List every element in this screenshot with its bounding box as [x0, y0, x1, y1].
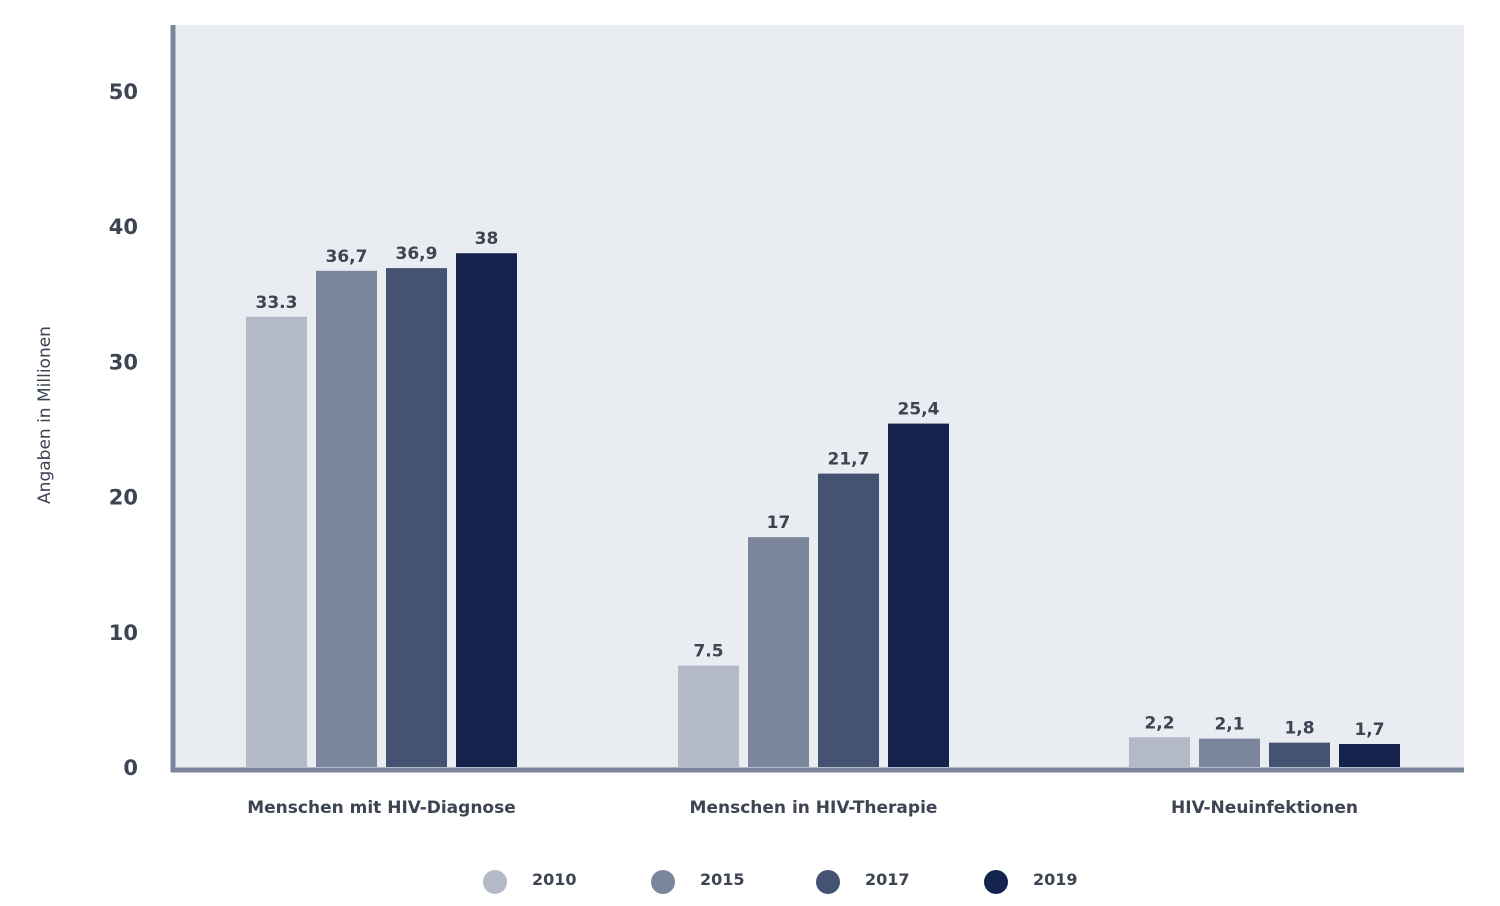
data-labels-group: 33.3 36,7 36,9 38 7.5 17 21,7 25,4 2,2 2,1 1,8 1,7	[256, 229, 1385, 740]
data-label: 2,1	[1214, 715, 1244, 735]
y-tick-label: 50	[109, 80, 138, 104]
bars-group	[246, 253, 1400, 768]
bar	[246, 316, 307, 767]
legend: 2010 2015 2017 2019	[483, 870, 1078, 894]
legend-label: 2015	[700, 870, 745, 889]
legend-swatch	[816, 870, 840, 894]
data-label: 38	[475, 229, 499, 249]
bar	[456, 253, 517, 768]
y-tick-label: 30	[109, 350, 138, 374]
data-label: 33.3	[256, 293, 298, 313]
data-label: 2,2	[1144, 713, 1174, 733]
legend-item: 2010	[483, 870, 577, 894]
y-tick-label: 10	[109, 621, 138, 645]
category-label: Menschen mit HIV-Diagnose	[247, 798, 516, 818]
legend-swatch	[651, 870, 675, 894]
bar	[1339, 744, 1400, 767]
bar	[1199, 738, 1260, 767]
category-label: Menschen in HIV-Therapie	[690, 798, 938, 818]
bar	[1129, 737, 1190, 767]
bar	[748, 537, 809, 767]
data-label: 36,9	[396, 244, 438, 264]
y-tick-labels: 0 10 20 30 40 50	[109, 80, 138, 780]
legend-label: 2010	[532, 870, 577, 889]
category-label: HIV-Neuinfektionen	[1171, 798, 1358, 818]
legend-swatch	[984, 870, 1008, 894]
data-label: 7.5	[693, 642, 723, 662]
legend-item: 2017	[816, 870, 910, 894]
bar	[888, 423, 949, 767]
data-label: 1,8	[1284, 719, 1314, 739]
y-axis-label: Angaben in Millionen	[35, 326, 55, 504]
bar	[818, 473, 879, 767]
bar	[678, 665, 739, 767]
bar	[1269, 742, 1330, 767]
legend-item: 2019	[984, 870, 1078, 894]
data-label: 1,7	[1354, 720, 1384, 740]
legend-item: 2015	[651, 870, 745, 894]
legend-swatch	[483, 870, 507, 894]
y-tick-label: 0	[123, 756, 138, 780]
data-label: 17	[767, 513, 791, 533]
y-tick-label: 40	[109, 215, 138, 239]
data-label: 21,7	[828, 450, 870, 470]
data-label: 25,4	[898, 400, 940, 420]
data-label: 36,7	[326, 247, 368, 267]
legend-label: 2017	[865, 870, 910, 889]
legend-label: 2019	[1033, 870, 1078, 889]
category-labels: Menschen mit HIV-Diagnose Menschen in HIV…	[247, 798, 1358, 818]
bar	[386, 268, 447, 767]
bar	[316, 270, 377, 767]
y-tick-label: 20	[109, 486, 138, 510]
